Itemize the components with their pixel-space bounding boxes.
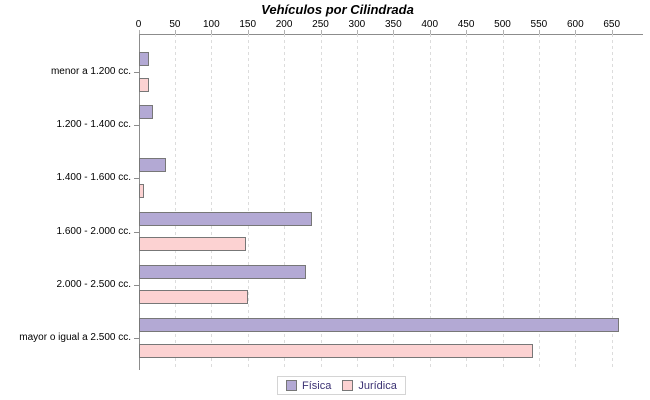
x-tick-label: 200 xyxy=(275,19,293,30)
category-tick-mark xyxy=(133,178,139,180)
x-tick-label: 150 xyxy=(239,19,257,30)
gridline xyxy=(429,34,431,370)
bar-fisica xyxy=(138,211,312,226)
gridline xyxy=(575,34,577,370)
x-tick-label: 350 xyxy=(384,19,402,30)
x-tick-mark xyxy=(284,30,286,34)
x-tick-mark xyxy=(466,30,468,34)
gridline xyxy=(320,34,322,370)
bar-juridica xyxy=(138,77,150,92)
legend-item-juridica: Jurídica xyxy=(342,380,397,392)
x-tick-mark xyxy=(429,30,431,34)
x-tick-label: 250 xyxy=(312,19,329,30)
bar-fisica xyxy=(138,52,150,66)
x-tick-mark xyxy=(247,30,249,34)
x-tick-label: 400 xyxy=(421,19,439,30)
gridline xyxy=(211,34,213,370)
y-axis-line xyxy=(138,34,140,370)
x-tick-label: 50 xyxy=(169,19,181,30)
category-tick-mark xyxy=(133,284,139,286)
gridline xyxy=(247,34,249,370)
bar-fisica xyxy=(138,264,306,279)
bar-fisica xyxy=(138,318,619,332)
x-tick-mark xyxy=(502,30,504,34)
bar-juridica xyxy=(138,237,246,252)
chart-title: Vehículos por Cilindrada xyxy=(261,2,414,17)
bar-fisica xyxy=(138,158,167,173)
x-tick-label: 600 xyxy=(566,19,584,30)
category-label: 1.400 - 1.600 cc. xyxy=(56,172,132,184)
x-tick-mark xyxy=(356,30,358,34)
category-tick-mark xyxy=(133,125,139,127)
x-tick-mark xyxy=(211,30,213,34)
legend-label-fisica: Física xyxy=(302,379,332,392)
category-label: menor a 1.200 cc. xyxy=(50,66,131,77)
gridline xyxy=(174,34,176,370)
category-label: 2.000 - 2.500 cc. xyxy=(56,278,132,290)
gridline xyxy=(502,34,504,370)
gridline xyxy=(284,34,286,370)
legend-item-fisica: Física xyxy=(286,380,331,392)
bar-juridica xyxy=(138,343,534,358)
category-label: mayor o igual a 2.500 cc. xyxy=(19,332,131,343)
legend: Física Jurídica xyxy=(277,376,406,395)
x-tick-label: 450 xyxy=(457,19,475,30)
x-tick-label: 550 xyxy=(530,19,548,30)
category-tick-mark xyxy=(133,338,139,339)
legend-swatch-juridica xyxy=(342,380,354,391)
bar-fisica xyxy=(138,105,154,120)
x-tick-mark xyxy=(611,30,613,34)
category-tick-mark xyxy=(133,231,139,233)
category-tick-mark xyxy=(133,72,139,73)
gridline xyxy=(538,34,540,370)
legend-label-juridica: Jurídica xyxy=(358,379,397,392)
x-tick-label: 0 xyxy=(135,19,142,30)
x-tick-label: 100 xyxy=(202,19,220,30)
bar-juridica xyxy=(138,183,144,198)
category-label: 1.600 - 2.000 cc. xyxy=(56,225,132,237)
x-tick-mark xyxy=(575,30,577,34)
gridline xyxy=(466,34,468,370)
x-axis-line xyxy=(138,34,643,35)
gridline xyxy=(356,34,358,370)
gridline xyxy=(611,34,613,370)
category-label: 1.200 - 1.400 cc. xyxy=(56,119,132,131)
x-tick-mark xyxy=(538,30,540,34)
x-tick-mark xyxy=(320,30,322,34)
x-tick-mark xyxy=(393,30,395,34)
x-tick-label: 300 xyxy=(348,19,366,30)
x-tick-label: 650 xyxy=(603,19,621,30)
x-tick-label: 500 xyxy=(494,19,511,30)
bar-juridica xyxy=(138,290,248,305)
legend-swatch-fisica xyxy=(286,380,297,391)
gridline xyxy=(393,34,395,370)
x-tick-mark xyxy=(138,30,140,34)
x-tick-mark xyxy=(174,30,176,34)
